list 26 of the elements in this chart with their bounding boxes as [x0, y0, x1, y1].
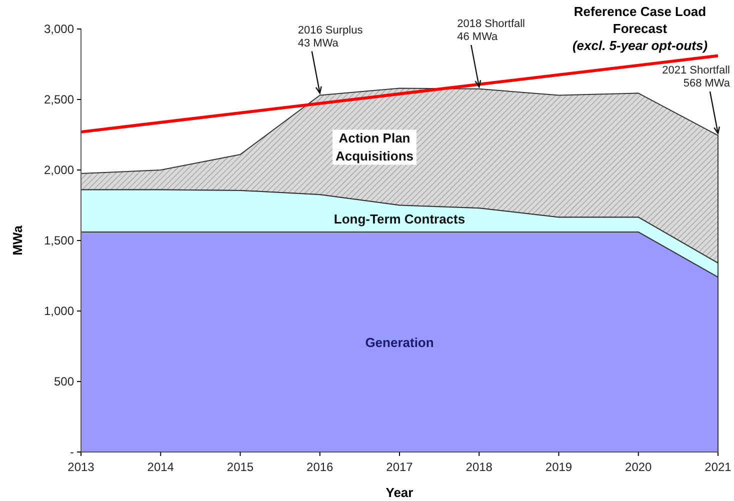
x-tick-label: 2015 — [226, 460, 254, 474]
annotation: 2016 Surplus 43 MWa — [298, 24, 364, 50]
series-label: Generation — [365, 335, 434, 350]
y-tick-label: - — [70, 444, 74, 459]
annotation: (excl. 5-year opt-outs) — [572, 38, 708, 53]
y-tick-label: 2,500 — [44, 92, 74, 106]
x-tick-label: 2018 — [466, 460, 493, 474]
x-tick-label: 2016 — [306, 460, 334, 474]
y-tick-label: 3,000 — [44, 22, 74, 36]
annotation: 2018 Shortfall 46 MWa — [457, 18, 526, 43]
y-axis-title: MWa — [10, 224, 25, 256]
series-label: Reference Case Load Forecast — [574, 4, 706, 36]
y-tick-label: 500 — [54, 374, 74, 388]
y-tick-label: 1,000 — [44, 304, 74, 318]
annotation: 2021 Shortfall 568 MWa — [662, 64, 731, 90]
series-label: Action Plan Acquisitions — [335, 130, 414, 164]
y-tick-label: 1,500 — [44, 233, 74, 248]
series-label: Long-Term Contracts — [334, 212, 466, 227]
x-tick-label: 2014 — [147, 460, 174, 474]
x-tick-label: 2017 — [386, 460, 414, 474]
x-tick-label: 2020 — [625, 460, 652, 474]
x-tick-label: 2021 — [704, 460, 732, 474]
x-axis-title: Year — [386, 485, 414, 500]
x-tick-label: 2013 — [68, 460, 95, 474]
y-tick-label: 2,000 — [44, 162, 74, 177]
x-tick-label: 2019 — [545, 460, 572, 474]
